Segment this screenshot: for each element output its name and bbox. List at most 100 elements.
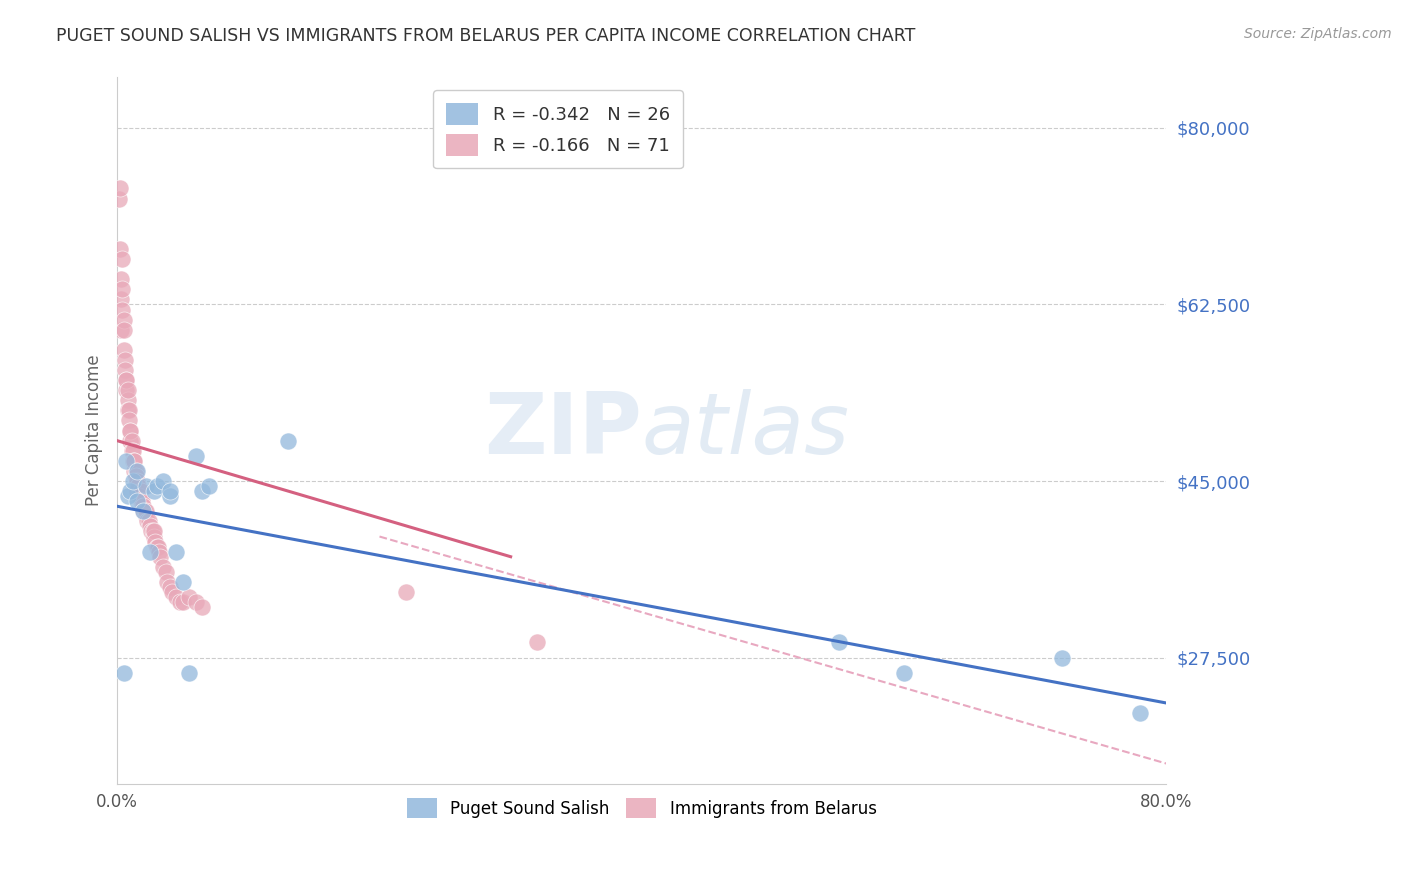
Point xyxy=(120,424,142,438)
Point xyxy=(125,474,148,488)
Point xyxy=(165,590,187,604)
Point xyxy=(108,181,131,195)
Point xyxy=(117,393,139,408)
Point xyxy=(198,479,221,493)
Point xyxy=(191,484,214,499)
Legend: Puget Sound Salish, Immigrants from Belarus: Puget Sound Salish, Immigrants from Bela… xyxy=(401,791,883,825)
Point xyxy=(110,293,132,307)
Point xyxy=(117,383,139,397)
Point xyxy=(191,600,214,615)
Point xyxy=(125,484,148,499)
Point xyxy=(118,403,141,417)
Point xyxy=(128,489,150,503)
Point xyxy=(827,635,849,649)
Point xyxy=(146,540,169,554)
Text: Source: ZipAtlas.com: Source: ZipAtlas.com xyxy=(1244,27,1392,41)
Point xyxy=(159,484,181,499)
Text: atlas: atlas xyxy=(641,389,849,472)
Point xyxy=(184,595,207,609)
Point xyxy=(122,443,145,458)
Point xyxy=(122,474,145,488)
Point xyxy=(132,504,155,518)
Point xyxy=(172,574,194,589)
Point xyxy=(142,524,165,539)
Point xyxy=(115,383,138,397)
Point xyxy=(1050,650,1073,665)
Point xyxy=(125,464,148,478)
Point xyxy=(156,574,179,589)
Point xyxy=(122,454,145,468)
Point xyxy=(124,469,146,483)
Point xyxy=(112,343,135,357)
Point xyxy=(121,443,143,458)
Point xyxy=(134,504,156,518)
Point xyxy=(159,580,181,594)
Point xyxy=(141,524,163,539)
Point xyxy=(115,373,138,387)
Point xyxy=(148,544,170,558)
Point xyxy=(122,464,145,478)
Point xyxy=(135,479,157,493)
Point xyxy=(179,665,201,680)
Point xyxy=(118,413,141,427)
Point xyxy=(169,595,191,609)
Point xyxy=(125,494,148,508)
Point xyxy=(138,515,160,529)
Point xyxy=(395,585,418,599)
Point xyxy=(277,434,299,448)
Point xyxy=(893,665,915,680)
Point xyxy=(145,540,167,554)
Point xyxy=(155,565,177,579)
Point xyxy=(135,504,157,518)
Point xyxy=(139,519,162,533)
Point xyxy=(172,595,194,609)
Point xyxy=(111,252,134,266)
Point xyxy=(139,544,162,558)
Text: PUGET SOUND SALISH VS IMMIGRANTS FROM BELARUS PER CAPITA INCOME CORRELATION CHAR: PUGET SOUND SALISH VS IMMIGRANTS FROM BE… xyxy=(56,27,915,45)
Point xyxy=(117,489,139,503)
Point xyxy=(165,544,187,558)
Point xyxy=(152,474,174,488)
Point xyxy=(114,363,136,377)
Point xyxy=(129,494,152,508)
Point xyxy=(122,454,145,468)
Point xyxy=(115,373,138,387)
Point xyxy=(112,665,135,680)
Point xyxy=(111,302,134,317)
Point xyxy=(149,549,172,564)
Point xyxy=(145,479,167,493)
Point xyxy=(112,312,135,326)
Point xyxy=(143,534,166,549)
Point xyxy=(124,464,146,478)
Point xyxy=(132,504,155,518)
Point xyxy=(127,479,149,493)
Point xyxy=(108,242,131,256)
Point xyxy=(1129,706,1152,720)
Point xyxy=(122,454,145,468)
Point xyxy=(142,529,165,543)
Point xyxy=(152,559,174,574)
Point xyxy=(136,515,159,529)
Point xyxy=(132,500,155,514)
Point xyxy=(117,403,139,417)
Point xyxy=(120,424,142,438)
Point xyxy=(110,272,132,286)
Point xyxy=(184,449,207,463)
Point xyxy=(142,524,165,539)
Y-axis label: Per Capita Income: Per Capita Income xyxy=(86,355,103,507)
Point xyxy=(110,323,132,337)
Point xyxy=(142,484,165,499)
Point xyxy=(121,434,143,448)
Point xyxy=(526,635,548,649)
Point xyxy=(159,489,181,503)
Point xyxy=(135,509,157,524)
Point xyxy=(111,282,134,296)
Point xyxy=(129,484,152,499)
Point xyxy=(114,353,136,368)
Point xyxy=(131,494,153,508)
Text: ZIP: ZIP xyxy=(484,389,641,472)
Point xyxy=(162,585,184,599)
Point xyxy=(112,323,135,337)
Point xyxy=(120,484,142,499)
Point xyxy=(120,434,142,448)
